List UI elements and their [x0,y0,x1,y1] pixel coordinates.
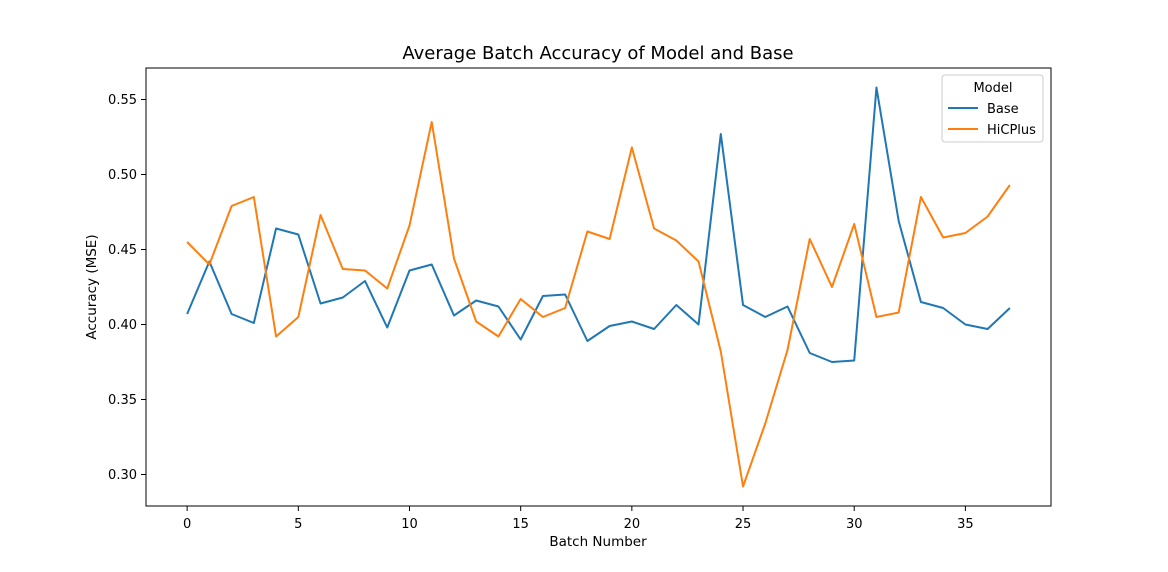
legend: Model Base HiCPlus [941,74,1044,143]
y-tick-label: 0.50 [108,168,137,183]
series-layer [186,86,1011,488]
legend-label-base: Base [987,102,1019,117]
plot-frame [145,67,1052,507]
x-tick-label: 10 [401,517,418,532]
x-tick-label: 35 [957,517,974,532]
x-tick-label: 25 [735,517,752,532]
x-tick-label: 5 [294,517,302,532]
x-tick-label: 15 [512,517,529,532]
y-tick-label: 0.55 [108,93,137,108]
y-axis-label: Accuracy (MSE) [84,234,100,339]
y-tick-label: 0.30 [108,468,137,483]
x-axis: 0 5 10 15 20 25 30 35 [183,506,974,532]
legend-label-hicplus: HiCPlus [987,123,1036,138]
x-tick-label: 20 [624,517,641,532]
chart-title: Average Batch Accuracy of Model and Base [402,43,793,64]
y-tick-label: 0.40 [108,318,137,333]
y-tick-label: 0.35 [108,393,137,408]
legend-box [941,74,1044,143]
y-axis: 0.30 0.35 0.40 0.45 0.50 0.55 [108,93,146,483]
x-tick-label: 0 [183,517,191,532]
series-line-hicplus [186,121,1011,488]
x-tick-label: 30 [846,517,863,532]
x-axis-label: Batch Number [549,534,647,550]
y-tick-label: 0.45 [108,243,137,258]
legend-title: Model [973,81,1012,96]
series-line-base [186,86,1011,363]
